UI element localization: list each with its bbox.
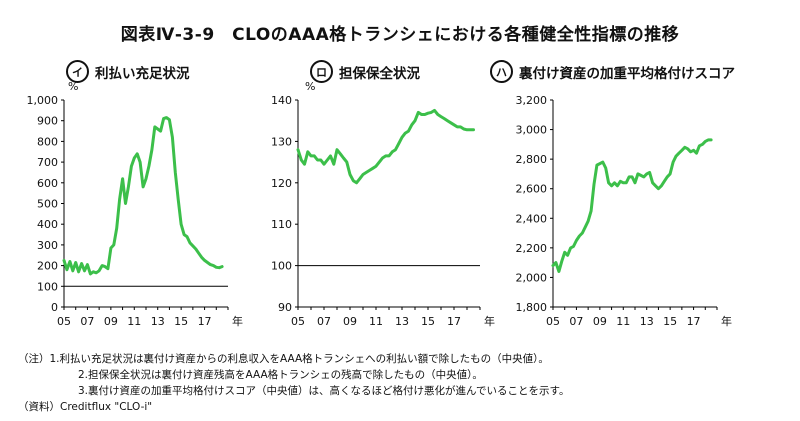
x-tick-label: 13 (395, 315, 409, 328)
x-tick-label: 15 (421, 315, 435, 328)
x-tick-label: 17 (198, 315, 212, 328)
panel-badge-c: ハ (490, 60, 513, 83)
unit-label: % (68, 80, 78, 93)
x-unit-label: 年 (232, 314, 243, 328)
panel-label-c: 裏付け資産の加重平均格付けスコア (519, 65, 735, 82)
series-line-0 (62, 116, 224, 276)
y-tick-label: 140 (271, 94, 292, 107)
x-tick-label: 07 (317, 315, 331, 328)
x-tick-label: 15 (174, 315, 188, 328)
x-tick-label: 13 (640, 315, 654, 328)
y-tick-label: 3,000 (516, 124, 548, 137)
x-tick-label: 13 (151, 315, 165, 328)
y-tick-label: 900 (37, 115, 58, 128)
x-tick-label: 11 (616, 315, 630, 328)
y-tick-label: 700 (37, 156, 58, 169)
y-tick-label: 600 (37, 177, 58, 190)
y-tick-label: 800 (37, 135, 58, 148)
y-tick-label: 90 (278, 301, 292, 314)
panel-badge-b: ロ (310, 60, 333, 83)
panel-label-b: 担保保全状況 (339, 65, 420, 82)
y-tick-label: 2,600 (516, 183, 548, 196)
y-tick-label: 3,200 (516, 94, 548, 107)
series-line-2 (551, 138, 713, 273)
x-tick-label: 09 (104, 315, 118, 328)
x-tick-label: 09 (343, 315, 357, 328)
y-tick-label: 100 (271, 260, 292, 273)
x-tick-label: 17 (687, 315, 701, 328)
y-tick-label: 130 (271, 135, 292, 148)
x-tick-label: 17 (447, 315, 461, 328)
unit-label: % (305, 80, 315, 93)
footnote-1: （注）1.利払い充足状況は裏付け資産からの利息収入をAAA格トランシェへの利払い… (18, 353, 549, 365)
y-tick-label: 0 (51, 301, 58, 314)
x-tick-label: 05 (57, 315, 71, 328)
y-tick-label: 1,800 (516, 301, 548, 314)
panel-label-a: 利払い充足状況 (95, 65, 190, 82)
source-note: （資料）Creditflux "CLO-i" (18, 401, 153, 413)
panel-title-a: イ 利払い充足状況 (66, 60, 190, 83)
footnote-2: 2.担保保全状況は裏付け資産残高をAAA格トランシェの残高で除したもの（中央値）… (78, 369, 483, 381)
x-tick-label: 15 (663, 315, 677, 328)
panel-badge-a: イ (66, 60, 89, 83)
y-tick-label: 2,400 (516, 212, 548, 225)
y-tick-label: 300 (37, 239, 58, 252)
series-line-1 (296, 108, 475, 185)
footnotes: （注）1.利払い充足状況は裏付け資産からの利息収入をAAA格トランシェへの利払い… (18, 351, 569, 415)
y-tick-label: 2,000 (516, 271, 548, 284)
footnote-3: 3.裏付け資産の加重平均格付けスコア（中央値）は、高くなるほど格付け悪化が進んで… (78, 385, 570, 397)
chart-title: 図表Ⅳ-3-9 CLOのAAA格トランシェにおける各種健全性指標の推移 (120, 25, 680, 45)
x-tick-label: 05 (291, 315, 305, 328)
x-tick-label: 09 (593, 315, 607, 328)
panel-title-b: ロ 担保保全状況 (310, 60, 420, 83)
y-tick-label: 200 (37, 260, 58, 273)
x-tick-label: 11 (369, 315, 383, 328)
y-tick-label: 120 (271, 177, 292, 190)
x-unit-label: 年 (484, 314, 495, 328)
y-tick-label: 500 (37, 198, 58, 211)
y-tick-label: 100 (37, 280, 58, 293)
x-tick-label: 11 (127, 315, 141, 328)
x-tick-label: 05 (546, 315, 560, 328)
x-unit-label: 年 (721, 314, 732, 328)
y-tick-label: 2,800 (516, 153, 548, 166)
y-tick-label: 400 (37, 218, 58, 231)
x-tick-label: 07 (80, 315, 94, 328)
y-tick-label: 1,000 (27, 94, 59, 107)
y-tick-label: 2,200 (516, 242, 548, 255)
y-tick-label: 110 (271, 218, 292, 231)
x-tick-label: 07 (569, 315, 583, 328)
panel-title-c: ハ 裏付け資産の加重平均格付けスコア (490, 60, 735, 83)
